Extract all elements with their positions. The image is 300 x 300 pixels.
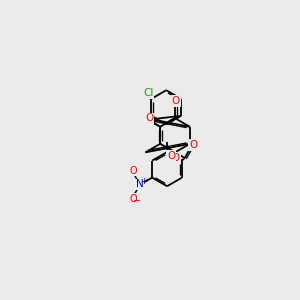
Text: +: + xyxy=(140,177,147,186)
Text: O: O xyxy=(130,194,137,204)
Text: −: − xyxy=(133,196,141,206)
Text: O: O xyxy=(145,113,153,124)
Text: O: O xyxy=(167,151,176,160)
Text: O: O xyxy=(189,140,197,150)
Text: O: O xyxy=(130,166,137,176)
Text: N: N xyxy=(136,179,143,190)
Text: O: O xyxy=(172,153,180,163)
Text: O: O xyxy=(172,96,180,106)
Text: Cl: Cl xyxy=(143,88,153,98)
